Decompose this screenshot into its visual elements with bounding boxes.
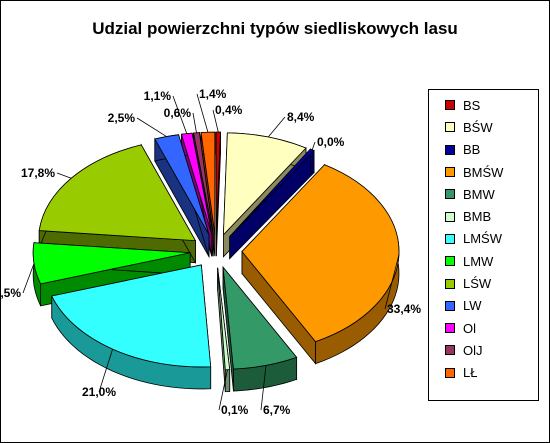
data-label-lmw: 6,5%	[1, 286, 21, 300]
legend-item-bmb: BMB	[429, 205, 538, 227]
legend-swatch	[445, 278, 455, 289]
data-label-lśw: 17,8%	[21, 166, 55, 180]
legend-label: LŁ	[463, 365, 478, 381]
legend-item-olj: OlJ	[429, 339, 538, 361]
data-label-lw: 2,5%	[108, 111, 136, 125]
leader-line-bmśw	[384, 254, 400, 310]
chart-title: Udzial powierzchni typów siedliskowych l…	[92, 19, 458, 38]
data-label-olj: 0,6%	[164, 106, 192, 120]
legend-label: BS	[463, 97, 481, 113]
data-label-bmśw: 33,4%	[387, 302, 421, 316]
legend-swatch	[445, 144, 455, 155]
leader-line-lmw	[22, 263, 35, 294]
legend-swatch	[445, 233, 455, 244]
legend-swatch	[445, 323, 455, 334]
data-label-bs: 0,4%	[215, 103, 243, 117]
legend-item-lmw: LMW	[429, 250, 538, 272]
pie-slice-lw	[154, 134, 210, 259]
legend-item-bs: BS	[429, 94, 538, 116]
legend-label: Ol	[463, 320, 476, 336]
leader-line-ol	[172, 95, 188, 134]
leader-line-lmśw	[98, 348, 113, 393]
pie-slice-bb	[229, 148, 315, 260]
legend-label: BMŚW	[463, 164, 504, 180]
data-label-bmb: 0,1%	[221, 403, 249, 417]
leader-line-bb	[311, 141, 316, 150]
data-label-bmw: 6,7%	[263, 403, 291, 417]
leader-line-bs	[212, 109, 219, 133]
legend-swatch	[445, 167, 455, 178]
legend-item-lśw: LŚW	[429, 272, 538, 294]
data-label-lmśw: 21,0%	[82, 385, 116, 399]
data-label-ol: 1,1%	[144, 89, 172, 103]
legend-item-bśw: BŚW	[429, 116, 538, 138]
pie-slice-bmb	[217, 267, 231, 393]
legend-item-lw: LW	[429, 295, 538, 317]
legend-label: BMB	[463, 209, 492, 225]
legend-item-lł: LŁ	[429, 362, 538, 384]
legend-swatch	[445, 256, 455, 267]
leader-line-lśw	[56, 172, 72, 179]
legend-label: BB	[463, 142, 481, 158]
legend-swatch	[445, 100, 455, 111]
legend-swatch	[445, 345, 455, 356]
legend-label: LŚW	[463, 276, 492, 292]
leader-line-lw	[136, 117, 167, 137]
legend-swatch	[445, 367, 455, 378]
legend-item-bb: BB	[429, 139, 538, 161]
pie-slice-bmśw	[241, 163, 400, 365]
leader-line-bmw	[260, 365, 267, 411]
legend-label: LMŚW	[463, 231, 502, 247]
pie-slice-lmśw	[51, 264, 212, 390]
leader-line-lł	[196, 93, 209, 133]
legend-item-bmśw: BMŚW	[429, 161, 538, 183]
legend-swatch	[445, 189, 455, 200]
legend-swatch	[445, 122, 455, 133]
legend: BS BŚW BB BMŚW BMW BMB LMŚW LMW LŚW LW Ol OlJ LŁ	[428, 89, 539, 401]
legend-label: LMW	[463, 253, 494, 269]
leader-line-bśw	[267, 116, 286, 138]
legend-item-bmw: BMW	[429, 183, 538, 205]
legend-swatch	[445, 300, 455, 311]
legend-label: BMW	[463, 186, 495, 202]
data-label-bb: 0,0%	[317, 135, 345, 149]
legend-label: BŚW	[463, 119, 493, 135]
data-label-bśw: 8,4%	[287, 110, 315, 124]
legend-swatch	[445, 211, 455, 222]
pie-slice-bs	[215, 131, 221, 257]
legend-label: OlJ	[463, 342, 483, 358]
data-label-lł: 1,4%	[199, 87, 227, 101]
leader-line-bmb	[218, 369, 228, 411]
legend-item-ol: Ol	[429, 317, 538, 339]
legend-label: LW	[463, 298, 482, 314]
leader-line-olj	[192, 112, 197, 133]
legend-item-lmśw: LMŚW	[429, 228, 538, 250]
